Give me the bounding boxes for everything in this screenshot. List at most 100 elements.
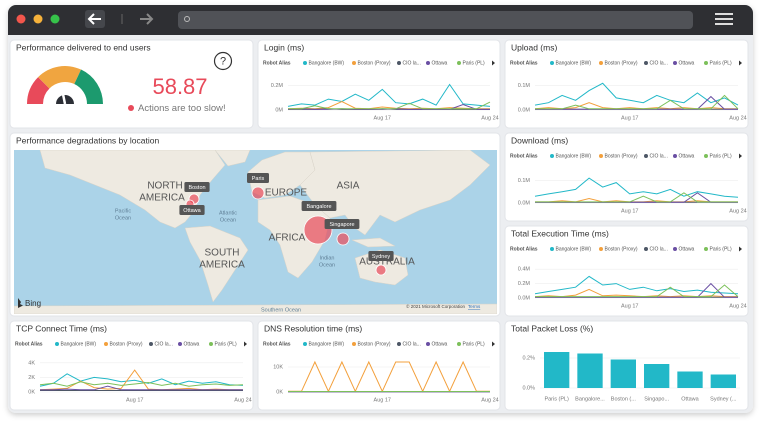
tile-title: Total Execution Time (ms): [511, 228, 609, 238]
legend-title: Robot Alias: [510, 246, 538, 252]
legend-label: Boston (Proxy): [605, 61, 638, 67]
y-tick-label: 0K: [28, 389, 35, 395]
ocean-label: Indian: [320, 255, 335, 261]
terms-link[interactable]: Terms: [468, 304, 481, 309]
menu-button[interactable]: [715, 13, 733, 25]
ocean-label: Ocean: [319, 262, 335, 268]
land: [214, 150, 251, 167]
legend-swatch: [303, 342, 307, 346]
legend-swatch: [704, 247, 708, 251]
legend-swatch: [209, 342, 213, 346]
x-tick-label: Aug 17: [374, 397, 391, 403]
legend-title: Robot Alias: [263, 341, 291, 347]
land: [39, 150, 226, 229]
legend-more-arrow: [492, 341, 495, 347]
legend-label: Ottawa: [679, 247, 695, 253]
pin-label-box: [368, 251, 394, 261]
help-icon-text: ?: [220, 55, 226, 67]
maximize-button[interactable]: [50, 14, 60, 24]
x-tick-label: Sydney (...: [710, 396, 737, 402]
legend-label: CIO la...: [650, 61, 668, 67]
pin-label: Bangalore: [306, 204, 331, 210]
tile-title: Login (ms): [264, 42, 304, 52]
x-tick-label: Ottawa: [681, 396, 699, 402]
legend-title: Robot Alias: [510, 153, 538, 159]
y-tick-label: 0.1M: [518, 83, 531, 89]
legend-swatch: [704, 61, 708, 65]
legend-swatch: [599, 154, 603, 158]
location-bubble: [336, 232, 350, 246]
tile: [504, 225, 749, 317]
legend-label: Bangalore (BW): [556, 247, 592, 253]
y-tick-label: 0.1M: [518, 178, 531, 184]
legend-label: Bangalore (BW): [309, 61, 345, 67]
tile-title: Performance degradations by location: [16, 135, 159, 145]
tile: [257, 320, 501, 411]
region-label: AUSTRALIA: [359, 257, 415, 268]
tile-title: Download (ms): [511, 135, 568, 145]
legend-swatch: [352, 342, 356, 346]
legend-swatch: [644, 154, 648, 158]
tile-title: Performance delivered to end users: [16, 42, 151, 52]
series-line: [535, 94, 739, 110]
legend-swatch: [426, 61, 430, 65]
series-line: [535, 282, 738, 298]
minimize-button[interactable]: [33, 14, 43, 24]
y-tick-label: 0M: [275, 107, 283, 113]
series-line: [535, 192, 738, 203]
x-tick-label: Aug 17: [374, 115, 391, 121]
kpi-status: Actions are too slow!: [138, 103, 226, 114]
x-tick-label: Aug 24: [481, 397, 498, 403]
status-dot: [128, 105, 134, 111]
legend-label: Ottawa: [432, 61, 448, 67]
legend-label: Ottawa: [184, 342, 200, 348]
legend-swatch: [149, 342, 153, 346]
legend-swatch: [352, 61, 356, 65]
legend-swatch: [303, 61, 307, 65]
pin-label-box: [324, 219, 360, 229]
forward-button[interactable]: [140, 13, 154, 25]
x-tick-label: Aug 24: [729, 208, 746, 214]
region-label: AFRICA: [269, 233, 306, 244]
series-line: [535, 284, 739, 298]
legend-swatch: [644, 61, 648, 65]
legend-swatch: [673, 247, 677, 251]
legend-swatch: [178, 342, 182, 346]
address-bar[interactable]: [178, 11, 693, 29]
legend-label: Boston (Proxy): [605, 247, 638, 253]
x-tick-label: Singapo...: [644, 396, 669, 402]
region-label: EUROPE: [265, 188, 308, 199]
legend-title: Robot Alias: [263, 60, 291, 66]
series-line: [534, 82, 739, 106]
pin-label: Sydney: [372, 254, 391, 260]
y-tick-label: 2K: [28, 375, 35, 381]
gauge-orange: [38, 66, 82, 89]
x-tick-label: Aug 17: [621, 303, 638, 309]
pin-label-box: [179, 205, 205, 215]
x-tick-label: Aug 24: [234, 397, 251, 403]
legend-label: Ottawa: [679, 61, 695, 67]
y-tick-label: 0.0M: [518, 200, 531, 206]
y-tick-label: 0.0M: [518, 107, 531, 113]
y-tick-label: 0.2M: [518, 281, 531, 287]
legend-swatch: [673, 61, 677, 65]
legend-swatch: [599, 61, 603, 65]
legend-label: CIO la...: [403, 342, 421, 348]
legend-label: Ottawa: [432, 342, 448, 348]
region-label: ASIA: [337, 181, 360, 192]
pin-label: Ottawa: [183, 208, 201, 214]
attribution: © 2021 Microsoft Corporation: [406, 303, 465, 309]
series-line: [288, 101, 491, 110]
series-line: [39, 373, 244, 387]
legend-swatch: [599, 247, 603, 251]
region-label: AMERICA: [139, 193, 185, 204]
legend-more-arrow: [739, 246, 742, 252]
x-tick-label: Boston (...: [611, 396, 637, 402]
legend-swatch: [397, 342, 401, 346]
gauge-needle: [59, 83, 67, 105]
back-arrow: [87, 13, 101, 25]
land: [351, 237, 396, 248]
close-button[interactable]: [16, 14, 26, 24]
legend-label: CIO la...: [650, 247, 668, 253]
